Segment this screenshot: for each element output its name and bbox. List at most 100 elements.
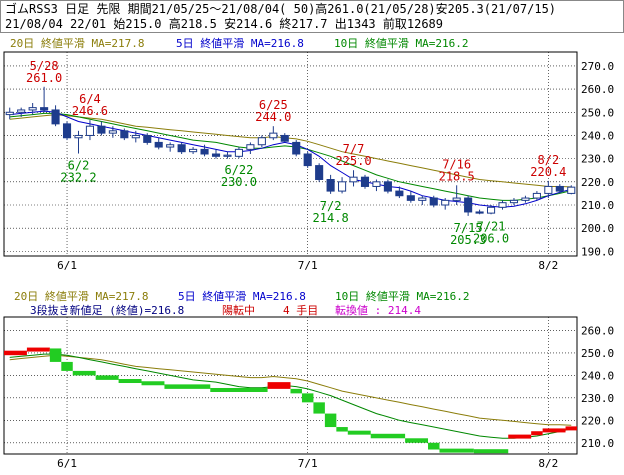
- annotation-date: 7/2: [320, 199, 342, 213]
- brick-down: [72, 370, 96, 376]
- y-tick-label: 270.0: [581, 60, 614, 73]
- annotation-date: 6/25: [259, 98, 288, 112]
- annotation-value: 232.2: [60, 171, 96, 185]
- candle-down: [555, 185, 564, 192]
- candle-up: [532, 192, 541, 199]
- candle-up: [509, 199, 519, 204]
- y-tick-label: 240.0: [581, 369, 614, 382]
- candle-up: [441, 199, 450, 206]
- lower-legend-ma5: 5日 終値平滑 MA=216.8: [178, 289, 306, 303]
- annotation-date: 6/4: [79, 92, 101, 106]
- new-price-info: 3段抜き新値足 (終値)=216.8: [30, 303, 184, 317]
- candle-down: [383, 181, 392, 192]
- candle-down: [143, 134, 152, 143]
- brick-up: [565, 426, 577, 431]
- brick-up: [4, 350, 27, 356]
- brick-down: [347, 430, 371, 435]
- candle-down: [464, 197, 473, 213]
- annotation-date: 6/2: [68, 159, 90, 173]
- brick-down: [428, 442, 440, 450]
- candle-down: [360, 176, 370, 187]
- brick-down: [290, 388, 302, 394]
- y-tick-label: 250.0: [581, 347, 614, 360]
- x-tick-label: 8/2: [538, 457, 558, 470]
- candle-up: [189, 148, 198, 153]
- brick-down: [473, 449, 509, 454]
- candle-up: [269, 132, 278, 139]
- x-tick-label: 7/1: [298, 457, 318, 470]
- brick-down: [118, 379, 142, 384]
- candle-down: [120, 130, 129, 139]
- annotation-value: 205.3: [450, 233, 486, 247]
- candle-down: [395, 190, 404, 197]
- candle-down: [62, 123, 72, 139]
- brick-up: [508, 434, 532, 439]
- brick-up: [542, 428, 566, 433]
- ma20-line: [9, 114, 572, 188]
- x-tick-label: 6/1: [57, 259, 77, 272]
- legend-ma5: 5日 終値平滑 MA=216.8: [176, 36, 304, 50]
- lower-legend-ma10: 10日 終値平滑 MA=216.2: [335, 289, 469, 303]
- x-tick-label: 6/1: [57, 457, 77, 470]
- candle-up: [349, 176, 358, 183]
- y-tick-label: 220.0: [581, 414, 614, 427]
- chart-header: ゴムRSS3 日足 先限 期間21/05/25～21/08/04( 50)高26…: [0, 0, 624, 33]
- candle-down: [315, 165, 324, 181]
- brick-up: [267, 382, 291, 389]
- annotation-value: 214.8: [313, 211, 349, 225]
- annotation-date: 8/2: [538, 153, 560, 167]
- upper-plot-frame: [3, 51, 578, 257]
- y-tick-label: 210.0: [581, 199, 614, 212]
- candle-up: [372, 181, 381, 187]
- candle-up: [246, 144, 255, 150]
- period-info: ゴムRSS3 日足 先限 期間21/05/25～21/08/04( 50)高26…: [5, 2, 557, 16]
- candle-down: [40, 107, 49, 111]
- annotation-value: 225.0: [335, 154, 371, 168]
- ma10-line: [9, 112, 572, 201]
- upper-chart-layer: 190.0 200.0 210.0 220.0 230.0 240.0 250.0 260.0…: [4, 52, 614, 272]
- candle-up: [85, 125, 95, 136]
- x-tick-label: 8/2: [538, 259, 558, 272]
- trend-status: 陽転中: [222, 304, 255, 317]
- brick-down: [49, 348, 62, 362]
- y-tick-label: 200.0: [581, 222, 614, 235]
- candle-down: [303, 153, 312, 167]
- candle-down: [429, 197, 438, 206]
- step-count: 4 手目: [283, 303, 318, 317]
- candle-down: [51, 109, 60, 125]
- brick-up: [26, 347, 50, 352]
- candle-down: [475, 211, 484, 214]
- candle-up: [108, 130, 117, 134]
- candle-down: [97, 125, 106, 134]
- brick-down: [301, 393, 314, 403]
- brick-down: [405, 438, 429, 443]
- candle-up: [498, 202, 507, 208]
- candle-up: [74, 134, 83, 139]
- candle-up: [521, 197, 530, 201]
- lower-grid: 210.0 220.0 230.0 240.0 250.0 260.0 6/1 7/1 8/2: [4, 317, 614, 470]
- candles: [5, 86, 576, 216]
- annotation-date: 7/7: [343, 142, 365, 156]
- brick-down: [141, 381, 165, 386]
- annotation-date: 6/22: [224, 163, 253, 177]
- brick-down: [313, 402, 325, 414]
- annotation-value: 218.5: [439, 169, 475, 183]
- y-tick-label: 250.0: [581, 106, 614, 119]
- candle-up: [452, 197, 461, 201]
- y-tick-label: 190.0: [581, 245, 614, 258]
- legend-ma10: 10日 終値平滑 MA=216.2: [334, 36, 468, 50]
- brick-down: [439, 448, 474, 453]
- candle-up: [338, 181, 347, 192]
- candle-up: [223, 154, 232, 157]
- annotation-date: 7/16: [442, 157, 471, 171]
- candle-up: [257, 137, 266, 146]
- brick-down: [324, 413, 337, 428]
- candle-down: [177, 144, 186, 153]
- bricks: [4, 347, 577, 454]
- annotation-date: 5/28: [30, 59, 59, 73]
- lower-ma20-line: [9, 354, 572, 426]
- brick-down: [61, 361, 73, 371]
- y-tick-label: 260.0: [581, 83, 614, 96]
